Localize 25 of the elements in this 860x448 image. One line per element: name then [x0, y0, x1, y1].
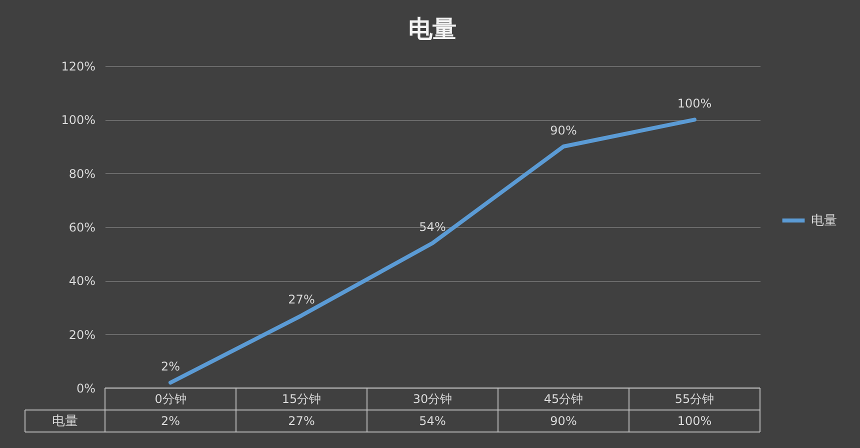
- text: 电量: [52, 414, 78, 429]
- data-label: 54%: [419, 414, 446, 428]
- y-tick-label: 20%: [68, 328, 96, 342]
- x-tick-label: 0分钟: [154, 392, 186, 406]
- chart-title: 电量: [408, 15, 456, 43]
- text: 27%: [288, 292, 315, 307]
- y-tick-label: 0%: [76, 382, 96, 396]
- legend-label: 电量: [811, 214, 837, 228]
- x-tick-label: 30分钟: [412, 392, 452, 406]
- data-label: 2%: [160, 414, 180, 428]
- text: 2%: [160, 360, 180, 374]
- data-label: 100%: [677, 414, 712, 428]
- text: 90%: [550, 124, 577, 138]
- y-tick-label: 60%: [68, 220, 96, 234]
- y-tick-label: 120%: [61, 60, 96, 74]
- text: 100%: [677, 96, 712, 111]
- y-tick-label: 100%: [61, 113, 96, 128]
- text: 54%: [419, 220, 446, 234]
- x-tick-label: 15分钟: [282, 392, 322, 406]
- y-tick-label: 80%: [68, 166, 96, 181]
- data-label: 27%: [288, 414, 315, 428]
- x-tick-label: 45分钟: [544, 392, 584, 406]
- y-tick-label: 40%: [68, 274, 96, 288]
- data-label: 90%: [550, 414, 577, 428]
- x-tick-label: 55分钟: [674, 392, 714, 406]
